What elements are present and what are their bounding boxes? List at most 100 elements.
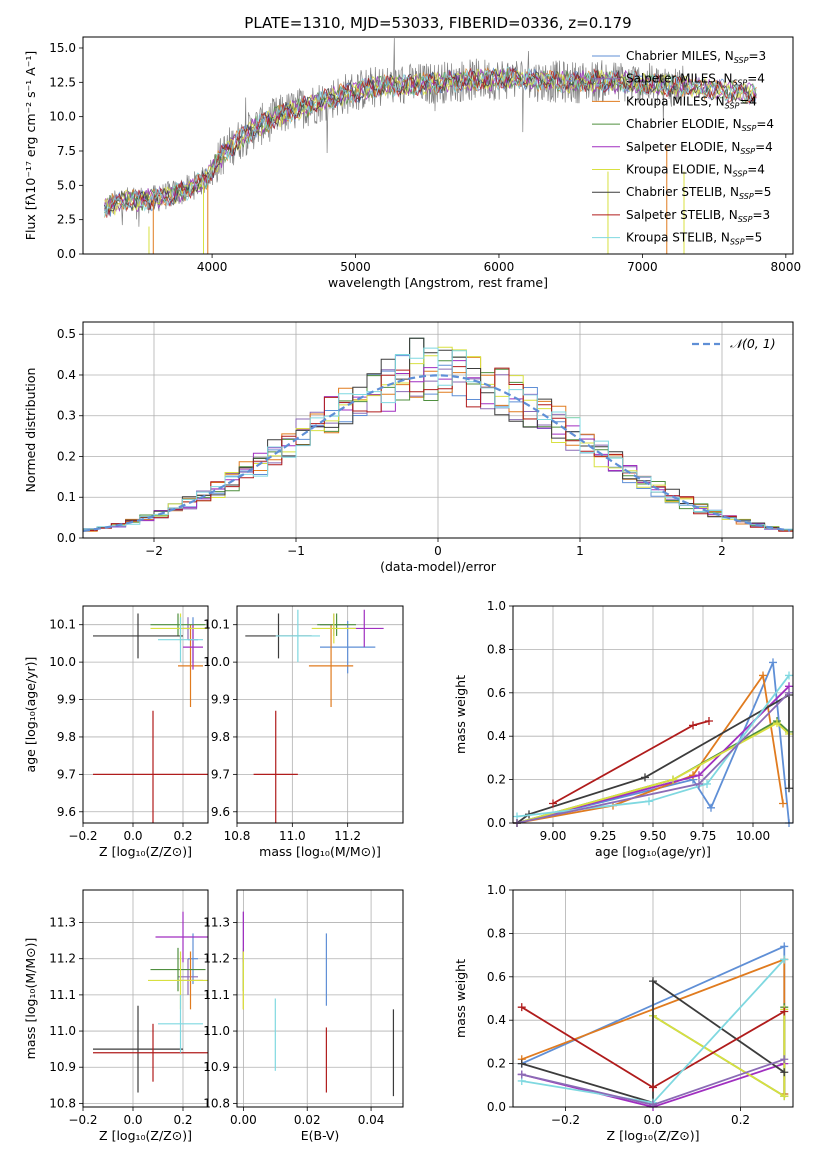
y-tick-label: 0.2	[487, 773, 506, 787]
axes-frame	[82, 321, 794, 539]
mass-vs-ebv-panel: 0.00 0.02 0.04 10.8 10.9 11.0 11.1 11.2 11.3 E(B-…	[203, 889, 404, 1143]
x-tick-label: 0.2	[173, 1113, 192, 1127]
model-spectrum-salpeter-elodie	[104, 68, 757, 213]
x-axis-label: age [log₁₀(age/yr)]	[595, 844, 711, 859]
y-axis-label: mass [log₁₀(M/M⊙)]	[23, 938, 38, 1060]
legend-label: Kroupa STELIB, NSSP=5	[626, 231, 762, 247]
weight-marker-salpeter-elodie	[695, 771, 703, 780]
histogram-plot-area	[83, 337, 793, 532]
y-axis-label: mass weight	[453, 675, 468, 754]
y-tick-label: 0.4	[487, 1013, 506, 1027]
y-tick-label: 9.7	[57, 767, 76, 781]
legend-label: Kroupa MILES, NSSP=4	[626, 94, 757, 110]
x-tick-label: 4000	[197, 260, 228, 274]
weight-marker-kroupa-stelib	[785, 671, 793, 680]
y-tick-label: 0.2	[487, 1057, 506, 1071]
y-tick-label: 9.8	[57, 730, 76, 744]
axes-frame	[82, 889, 209, 1108]
model-spectrum-kroupa-elodie	[104, 67, 757, 216]
mass-weight-vs-z-panel: −0.2 0.0 0.2 0.0 0.2 0.4 0.6 0.8 1.0 Z [log₁₀(Z/Z…	[453, 883, 794, 1143]
model-spectrum-chabrier-stelib	[104, 66, 757, 214]
x-tick-label: 9.00	[540, 829, 567, 843]
legend-label: Kroupa ELODIE, NSSP=4	[626, 163, 765, 179]
y-axis-label: mass weight	[453, 959, 468, 1038]
x-tick-label: 0.00	[230, 1113, 257, 1127]
weight-marker-salpeter-stelib	[705, 717, 713, 726]
y-tick-label: 11.2	[49, 952, 76, 966]
axes-frame	[512, 889, 794, 1108]
weight-marker-kroupa-stelib	[780, 955, 789, 964]
y-tick-label: 0.0	[57, 531, 76, 545]
observed-spectrum	[104, 38, 686, 227]
weight-marker-kroupa-elodie	[773, 719, 781, 728]
weight-marker-salpeter-miles	[517, 1070, 526, 1079]
legend-label: Salpeter ELODIE, NSSP=4	[626, 140, 773, 156]
x-tick-label: 0.2	[731, 1113, 750, 1127]
weight-marker-kroupa-miles	[779, 799, 787, 808]
x-tick-label: 2	[718, 544, 726, 558]
weight-marker-salpeter-miles	[780, 1055, 789, 1064]
y-tick-label: 2.5	[57, 213, 76, 227]
weight-marker-chabrier-miles	[780, 942, 789, 951]
legend-label: Chabrier MILES, NSSP=3	[626, 49, 766, 65]
y-tick-label: 0.8	[487, 926, 506, 940]
y-tick-label: 10.9	[203, 1060, 230, 1074]
legend-label: Chabrier STELIB, NSSP=5	[626, 185, 771, 201]
weight-marker-kroupa-stelib	[645, 797, 653, 806]
weight-marker-chabrier-stelib	[517, 1059, 526, 1068]
figure-title: PLATE=1310, MJD=53033, FIBERID=0336, z=0…	[244, 14, 631, 32]
x-tick-label: 8000	[771, 260, 802, 274]
x-tick-label: −0.2	[551, 1113, 580, 1127]
weight-marker-salpeter-miles	[785, 688, 793, 697]
x-tick-label: 0	[434, 544, 442, 558]
y-tick-label: 9.9	[211, 693, 230, 707]
weight-marker-chabrier-stelib	[649, 977, 657, 986]
x-axis-label: Z [log₁₀(Z/Z⊙)]	[607, 1128, 700, 1143]
spectrum-legend: Chabrier MILES, NSSP=3 Salpeter MILES, NS…	[592, 49, 774, 247]
y-axis-label: age [log₁₀(age/yr)]	[23, 657, 38, 773]
x-tick-label: −0.2	[68, 829, 97, 843]
x-axis-label: E(B-V)	[301, 1128, 340, 1143]
weight-marker-salpeter-stelib	[780, 1007, 789, 1016]
y-tick-label: 0.1	[57, 490, 76, 504]
errorbar-plot-area	[93, 911, 208, 1093]
errorbar-plot-area	[242, 911, 395, 1097]
y-tick-label: 0.0	[57, 247, 76, 261]
axes-frame	[82, 605, 209, 824]
x-tick-label: −1	[287, 544, 305, 558]
x-axis-label: wavelength [Angstrom, rest frame]	[328, 275, 548, 290]
legend-label: Salpeter STELIB, NSSP=3	[626, 208, 770, 224]
y-tick-label: 10.8	[203, 1096, 230, 1110]
y-tick-label: 1.0	[487, 883, 506, 897]
y-tick-label: 10.1	[203, 618, 230, 632]
x-tick-label: 0.02	[294, 1113, 321, 1127]
x-tick-label: 5000	[340, 260, 371, 274]
y-tick-label: 10.9	[49, 1060, 76, 1074]
y-tick-label: 0.4	[57, 368, 76, 382]
y-tick-label: 9.8	[211, 730, 230, 744]
legend-label: 𝒩(0, 1)	[730, 336, 776, 351]
x-axis-label: (data-model)/error	[380, 559, 497, 574]
model-spectrum-salpeter-stelib	[104, 67, 757, 218]
histogram-salpeter-stelib	[83, 366, 793, 532]
x-axis-label: Z [log₁₀(Z/Z⊙)]	[99, 1128, 192, 1143]
normal-reference-curve	[83, 374, 791, 532]
weight-marker-chabrier-miles	[769, 658, 777, 667]
y-tick-label: 9.7	[211, 767, 230, 781]
mass-weight-vs-age-panel: 9.00 9.25 9.50 9.75 10.00 0.0 0.2 0.4 0.6 0.8 1.0 a…	[453, 599, 794, 859]
spectrum-plot-area	[104, 38, 757, 254]
residual-histogram-panel: −2 −1 0 1 2 0.0 0.1 0.2 0.3 0.4 0.5 (data-model)/er…	[23, 321, 794, 574]
y-tick-label: 10.0	[49, 655, 76, 669]
x-tick-label: 0.0	[123, 1113, 142, 1127]
x-tick-label: 7000	[627, 260, 658, 274]
y-tick-label: 11.3	[49, 916, 76, 930]
axes-frame	[82, 36, 794, 255]
y-tick-label: 9.6	[57, 805, 76, 819]
legend-label: Chabrier ELODIE, NSSP=4	[626, 117, 774, 133]
x-tick-label: 11.0	[279, 829, 306, 843]
y-axis-label: Normed distribution	[23, 368, 38, 493]
y-tick-label: 10.8	[49, 1096, 76, 1110]
errorbar-plot-area	[93, 613, 208, 823]
y-tick-label: 11.1	[49, 988, 76, 1002]
axes-frame	[236, 889, 404, 1108]
